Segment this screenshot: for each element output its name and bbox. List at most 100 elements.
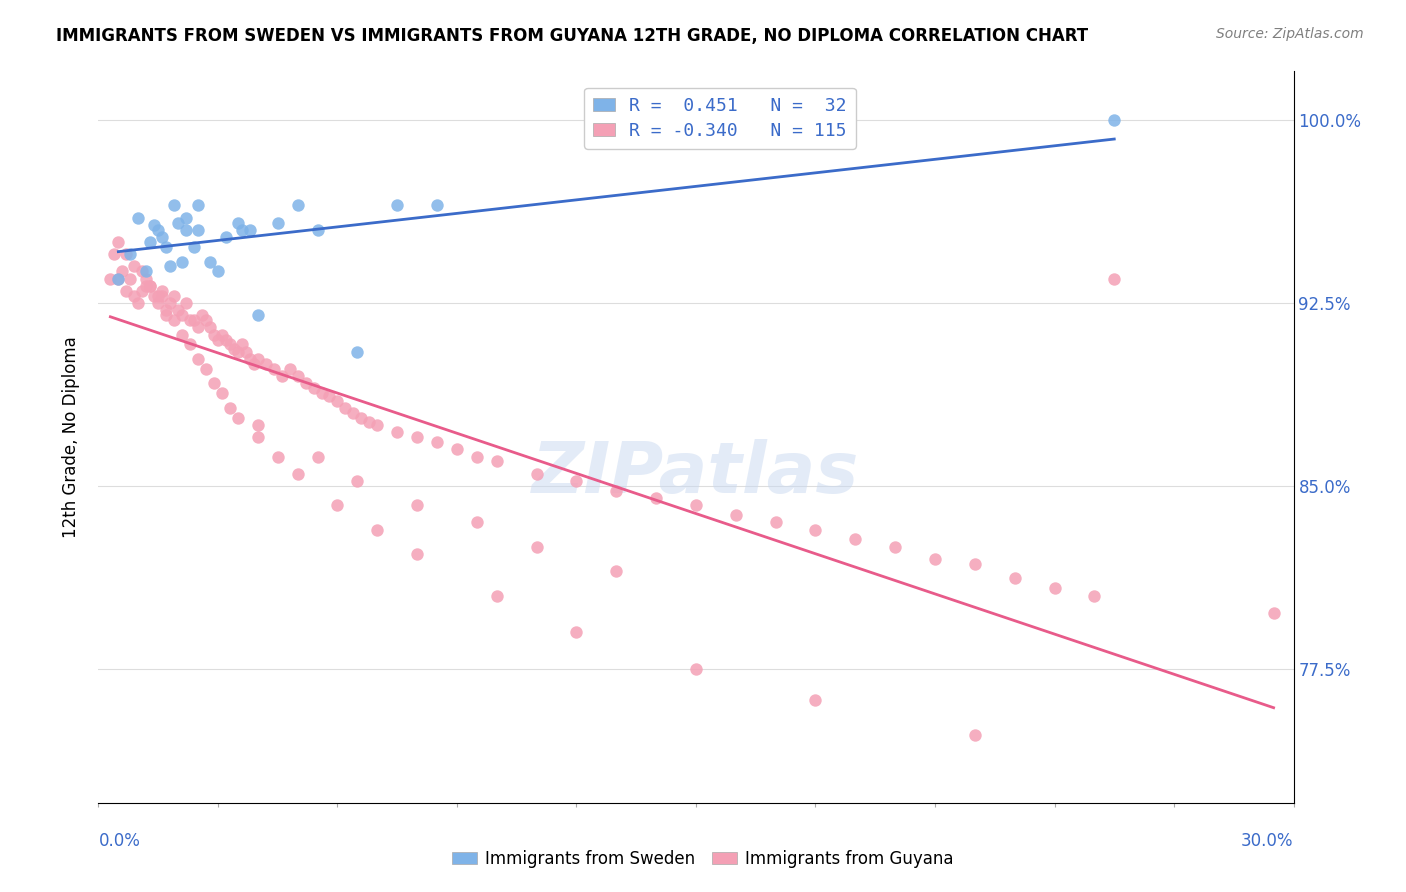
Point bbox=[406, 499, 429, 513]
Point bbox=[211, 327, 233, 342]
Point bbox=[1104, 113, 1126, 128]
Point bbox=[231, 223, 253, 237]
Point bbox=[1083, 589, 1105, 603]
Point bbox=[187, 352, 209, 367]
Point bbox=[195, 313, 218, 327]
Y-axis label: 12th Grade, No Diploma: 12th Grade, No Diploma bbox=[62, 336, 80, 538]
Point bbox=[406, 430, 429, 444]
Point bbox=[235, 344, 257, 359]
Point bbox=[350, 410, 373, 425]
Point bbox=[207, 264, 229, 278]
Text: 30.0%: 30.0% bbox=[1241, 832, 1294, 850]
Point bbox=[131, 284, 153, 298]
Point bbox=[167, 303, 190, 318]
Point bbox=[226, 344, 249, 359]
Point bbox=[246, 308, 269, 322]
Point bbox=[159, 296, 181, 310]
Point bbox=[187, 198, 209, 212]
Point bbox=[254, 357, 277, 371]
Point bbox=[526, 467, 548, 481]
Point bbox=[844, 533, 866, 547]
Point bbox=[155, 308, 177, 322]
Point bbox=[1043, 581, 1066, 595]
Legend: R =  0.451   N =  32, R = -0.340   N = 115: R = 0.451 N = 32, R = -0.340 N = 115 bbox=[583, 87, 856, 149]
Point bbox=[107, 271, 129, 285]
Point bbox=[148, 223, 170, 237]
Point bbox=[346, 474, 368, 488]
Point bbox=[1004, 572, 1026, 586]
Point bbox=[163, 313, 186, 327]
Point bbox=[202, 327, 225, 342]
Point bbox=[135, 271, 157, 285]
Point bbox=[127, 296, 149, 310]
Point bbox=[724, 508, 747, 522]
Point bbox=[174, 211, 197, 225]
Point bbox=[150, 284, 173, 298]
Point bbox=[645, 491, 668, 505]
Point bbox=[222, 343, 245, 357]
Point bbox=[120, 271, 142, 285]
Point bbox=[219, 337, 242, 351]
Point bbox=[139, 279, 162, 293]
Point bbox=[198, 320, 221, 334]
Text: ZIPatlas: ZIPatlas bbox=[533, 439, 859, 508]
Point bbox=[143, 218, 166, 232]
Point bbox=[143, 288, 166, 302]
Point bbox=[231, 337, 253, 351]
Point bbox=[195, 361, 218, 376]
Point bbox=[263, 361, 285, 376]
Point bbox=[155, 240, 177, 254]
Point bbox=[198, 254, 221, 268]
Point bbox=[167, 215, 190, 229]
Point bbox=[211, 386, 233, 401]
Point bbox=[267, 450, 290, 464]
Point bbox=[246, 430, 269, 444]
Point bbox=[446, 442, 468, 457]
Point bbox=[526, 540, 548, 554]
Text: 0.0%: 0.0% bbox=[98, 832, 141, 850]
Point bbox=[159, 260, 181, 274]
Point bbox=[107, 235, 129, 249]
Point bbox=[219, 401, 242, 415]
Point bbox=[155, 303, 177, 318]
Point bbox=[172, 254, 194, 268]
Point bbox=[426, 198, 449, 212]
Point bbox=[326, 393, 349, 408]
Point bbox=[187, 223, 209, 237]
Point bbox=[239, 352, 262, 367]
Point bbox=[565, 474, 588, 488]
Point bbox=[318, 389, 340, 403]
Point bbox=[124, 260, 146, 274]
Point bbox=[179, 337, 201, 351]
Point bbox=[302, 381, 325, 395]
Point bbox=[465, 450, 488, 464]
Point bbox=[406, 547, 429, 561]
Point bbox=[294, 376, 316, 391]
Point bbox=[139, 235, 162, 249]
Point bbox=[804, 693, 827, 707]
Point bbox=[307, 450, 329, 464]
Point bbox=[226, 215, 249, 229]
Point bbox=[202, 376, 225, 391]
Point bbox=[605, 483, 627, 498]
Point bbox=[246, 352, 269, 367]
Point bbox=[307, 223, 329, 237]
Point bbox=[385, 198, 409, 212]
Point bbox=[359, 416, 381, 430]
Point bbox=[179, 313, 201, 327]
Point bbox=[183, 313, 205, 327]
Point bbox=[135, 264, 157, 278]
Point bbox=[148, 296, 170, 310]
Point bbox=[605, 564, 627, 578]
Point bbox=[342, 406, 364, 420]
Point bbox=[103, 247, 125, 261]
Point bbox=[270, 369, 292, 384]
Point bbox=[565, 625, 588, 640]
Point bbox=[243, 357, 266, 371]
Point bbox=[963, 727, 986, 741]
Point bbox=[1104, 271, 1126, 285]
Point bbox=[135, 279, 157, 293]
Point bbox=[124, 288, 146, 302]
Point bbox=[287, 369, 309, 384]
Point bbox=[346, 344, 368, 359]
